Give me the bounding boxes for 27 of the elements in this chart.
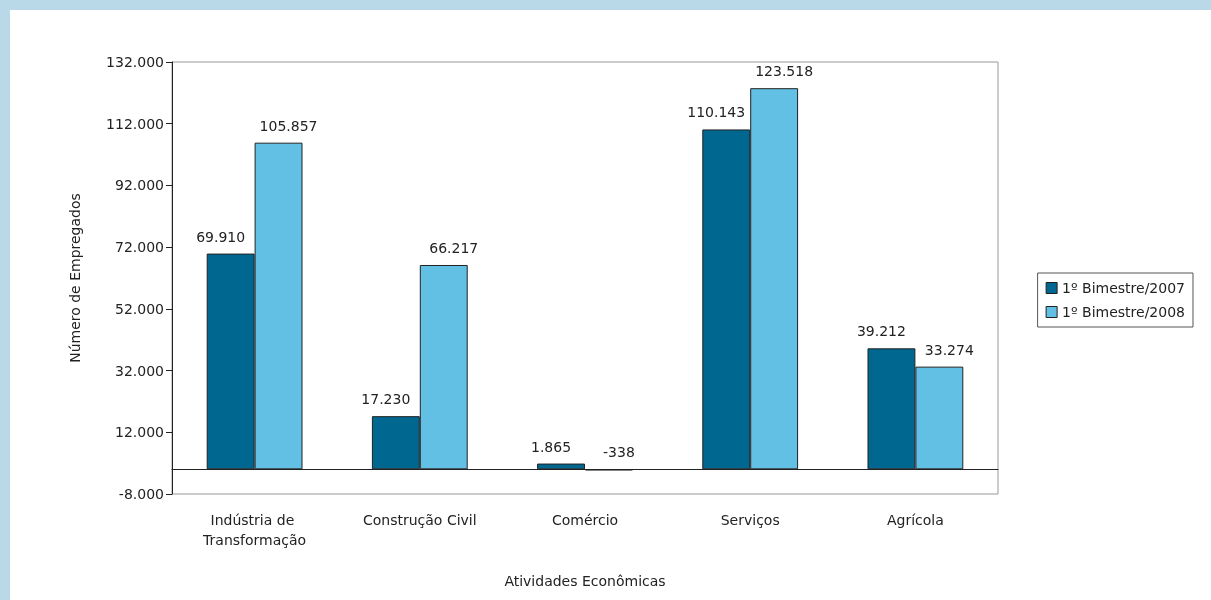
x-tick-label: Construção Civil bbox=[362, 512, 477, 528]
y-tick-label: 12.000 bbox=[115, 424, 164, 441]
data-label: 69.910 bbox=[196, 228, 246, 245]
data-label: 17.230 bbox=[361, 391, 411, 408]
data-label: 66.217 bbox=[429, 239, 479, 256]
data-label: 105.857 bbox=[259, 117, 318, 134]
x-tick-label: Comércio bbox=[551, 512, 619, 528]
x-tick-label: Indústria de Transformação bbox=[202, 512, 307, 548]
x-tick-label: Serviços bbox=[720, 512, 780, 528]
y-tick-label: 52.000 bbox=[115, 300, 164, 317]
y-tick-label: -8.000 bbox=[118, 486, 164, 502]
y-tick-label: 92.000 bbox=[115, 177, 164, 194]
data-label: 123.518 bbox=[755, 63, 814, 80]
data-label: 33.274 bbox=[924, 341, 974, 358]
data-label: -338 bbox=[603, 444, 635, 461]
legend-label: 1º Bimestre/2007 bbox=[1062, 280, 1185, 296]
data-label: 110.143 bbox=[687, 104, 746, 121]
y-tick-label: 132.000 bbox=[106, 54, 164, 70]
y-tick-label: 32.000 bbox=[115, 362, 164, 379]
data-label: 39.212 bbox=[856, 323, 906, 340]
x-axis-title: Atividades Econômicas bbox=[504, 573, 666, 589]
y-tick-label: 112.000 bbox=[106, 115, 164, 132]
x-tick-label: Agrícola bbox=[886, 512, 944, 528]
y-tick-label: 72.000 bbox=[115, 239, 164, 256]
y-axis-title: Número de Empregados bbox=[67, 193, 83, 363]
legend-label: 1º Bimestre/2008 bbox=[1062, 304, 1185, 320]
data-label: 1.865 bbox=[531, 438, 572, 455]
